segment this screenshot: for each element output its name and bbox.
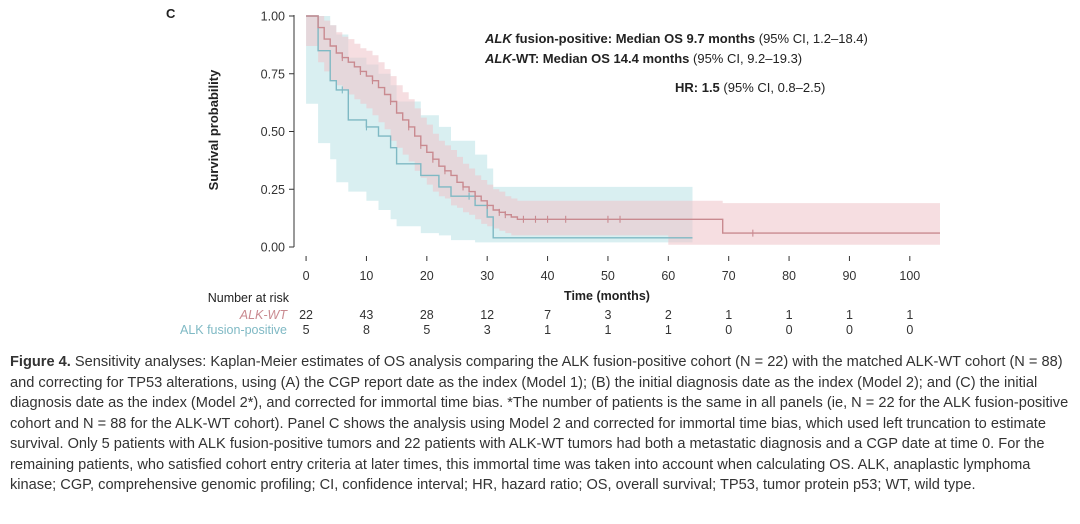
x-tick-label: 80 <box>782 269 796 283</box>
x-tick-label: 20 <box>420 269 434 283</box>
x-tick-label: 40 <box>541 269 555 283</box>
x-axis-ticks: 0 10 20 30 40 50 60 70 80 90 100 <box>303 256 920 283</box>
y-tick-label: 0.75 <box>261 67 285 81</box>
risk-count: 0 <box>725 323 732 337</box>
ci-band-alk-fusion-positive <box>306 16 693 243</box>
annotation-1-text: fusion-positive: Median OS 9.7 months <box>512 31 755 46</box>
risk-count: 1 <box>604 323 611 337</box>
y-tick-label: 0.00 <box>261 241 285 255</box>
risk-count: 7 <box>544 308 551 322</box>
risk-count: 1 <box>846 308 853 322</box>
x-tick-label: 10 <box>359 269 373 283</box>
x-tick-label: 30 <box>480 269 494 283</box>
y-axis-ticks: 0.00 0.25 0.50 0.75 1.00 <box>261 10 294 255</box>
survival-curve-alk-wt <box>306 15 940 234</box>
y-axis-title: Survival probability <box>206 69 221 190</box>
y-tick-label: 1.00 <box>261 10 285 24</box>
risk-count: 3 <box>484 323 491 337</box>
risk-count: 1 <box>906 308 913 322</box>
annotation-1-name: ALK <box>484 31 513 46</box>
risk-count: 1 <box>544 323 551 337</box>
y-tick-label: 0.25 <box>261 183 285 197</box>
risk-count: 2 <box>665 308 672 322</box>
annotation-2-text: -WT: Median OS 14.4 months <box>512 51 690 66</box>
risk-count: 5 <box>423 323 430 337</box>
annotation-2-ci: (95% CI, 9.2–19.3) <box>689 51 802 66</box>
annotation-hazard-ratio: HR: 1.5 (95% CI, 0.8–2.5) <box>675 80 825 95</box>
annotation-3-ci: (95% CI, 0.8–2.5) <box>720 80 826 95</box>
risk-count: 3 <box>604 308 611 322</box>
caption-label: Figure 4. <box>10 354 71 370</box>
y-tick-label: 0.50 <box>261 125 285 139</box>
x-tick-label: 60 <box>661 269 675 283</box>
censor-marks <box>341 54 754 237</box>
panel-label: C <box>166 6 176 21</box>
risk-count: 1 <box>725 308 732 322</box>
risk-count: 43 <box>359 308 373 322</box>
survival-curves <box>306 15 940 239</box>
risk-row-label-alk-fusion-positive: ALK fusion-positive <box>180 323 287 337</box>
annotation-alk-wt: ALK-WT: Median OS 14.4 months (95% CI, 9… <box>484 51 802 66</box>
x-axis-title: Time (months) <box>564 289 650 303</box>
risk-count: 12 <box>480 308 494 322</box>
x-tick-label: 0 <box>303 269 310 283</box>
risk-count: 5 <box>303 323 310 337</box>
x-tick-label: 90 <box>842 269 856 283</box>
annotation-1-ci: (95% CI, 1.2–18.4) <box>755 31 868 46</box>
annotation-alk-fusion-positive: ALK fusion-positive: Median OS 9.7 month… <box>484 31 868 46</box>
risk-count: 8 <box>363 323 370 337</box>
km-figure: C Survival probability 0.00 0.25 0.50 0.75 1… <box>166 6 941 337</box>
risk-table-title: Number at risk <box>208 291 290 305</box>
x-tick-label: 50 <box>601 269 615 283</box>
x-tick-label: 70 <box>722 269 736 283</box>
survival-curve-alk-fusion-positive <box>306 15 693 239</box>
figure-caption: Figure 4. Sensitivity analyses: Kaplan-M… <box>10 352 1075 496</box>
annotation-3-label: HR: 1.5 <box>675 80 720 95</box>
risk-row-label-alk-wt: ALK-WT <box>239 308 289 322</box>
risk-count: 1 <box>665 323 672 337</box>
x-tick-label: 100 <box>899 269 920 283</box>
risk-table-counts: 22 43 28 12 7 3 2 1 1 1 15 8 5 3 1 1 1 0 0 0 0 <box>299 308 913 337</box>
risk-count: 1 <box>786 308 793 322</box>
risk-count: 0 <box>906 323 913 337</box>
risk-count: 28 <box>420 308 434 322</box>
risk-count: 0 <box>846 323 853 337</box>
risk-count: 0 <box>786 323 793 337</box>
caption-text: Sensitivity analyses: Kaplan-Meier estim… <box>10 354 1069 493</box>
annotation-2-name: ALK <box>484 51 513 66</box>
risk-count: 22 <box>299 308 313 322</box>
